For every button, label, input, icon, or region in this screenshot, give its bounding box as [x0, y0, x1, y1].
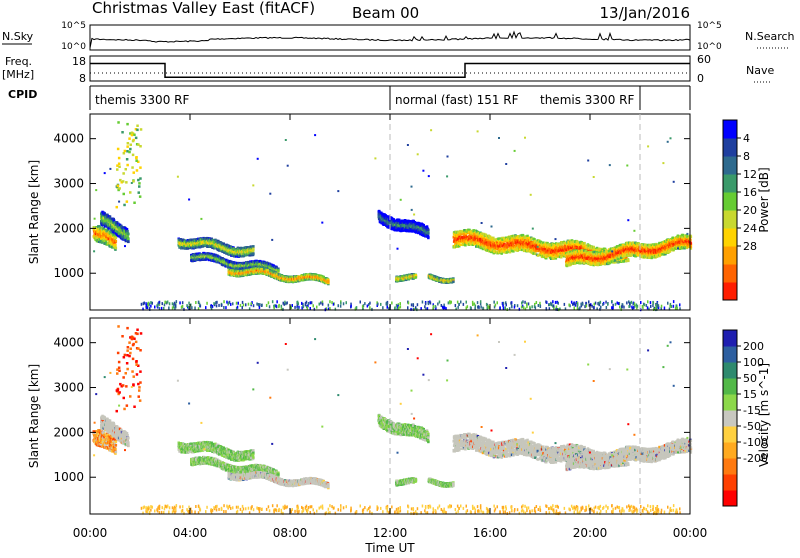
data-pixel — [115, 237, 118, 240]
nsearch-tick-top: 10^5 — [697, 21, 722, 31]
nave-label: Nave — [746, 64, 774, 77]
freq-label: Freq. — [5, 55, 32, 68]
nsearch-tick-bottom: 10^0 — [697, 42, 722, 52]
cpid-panel: CPID themis 3300 RF normal (fast) 151 RF t… — [8, 86, 690, 110]
data-pixel — [127, 241, 130, 244]
nave-tick-bottom: 0 — [697, 72, 704, 85]
cpid-segment-label: normal (fast) 151 RF — [395, 93, 519, 107]
date-label: 13/Jan/2016 — [600, 4, 691, 22]
noise-panel-frame — [90, 25, 690, 50]
plot-title: Christmas Valley East (fitACF) — [92, 0, 315, 17]
freq-unit-label: [MHz] — [2, 68, 34, 81]
data-pixel — [526, 235, 529, 238]
beam-label: Beam 00 — [352, 4, 419, 22]
nsearch-label: N.Search — [745, 30, 795, 43]
cpid-segment-label: themis 3300 RF — [540, 93, 634, 107]
nsky-tick-top: 10^5 — [61, 21, 86, 31]
nave-tick-top: 60 — [697, 53, 711, 66]
data-pixel — [522, 234, 525, 237]
nsky-label: N.Sky — [2, 30, 34, 43]
data-pixel — [127, 237, 130, 240]
data-pixel — [327, 280, 330, 283]
data-pixel — [115, 247, 118, 250]
nsky-tick-bottom: 10^0 — [61, 42, 86, 52]
freq-tick-top: 18 — [72, 55, 86, 68]
freq-panel: Freq. [MHz] 18 8 60 0 Nave — [2, 53, 774, 85]
data-pixel — [127, 233, 130, 236]
cpid-label: CPID — [8, 88, 37, 101]
noise-panel: N.Sky 10^5 10^0 10^5 10^0 N.Search — [2, 21, 795, 52]
data-pixel — [115, 240, 118, 243]
data-pixel — [252, 245, 255, 248]
data-pixel — [277, 269, 280, 272]
data-pixel — [126, 230, 129, 233]
freq-tick-bottom: 8 — [79, 72, 86, 85]
data-pixel — [252, 252, 255, 255]
freq-trace — [90, 64, 690, 78]
cpid-segment-label: themis 3300 RF — [95, 93, 189, 107]
data-pixel — [114, 244, 117, 247]
nsky-trace — [90, 32, 690, 48]
